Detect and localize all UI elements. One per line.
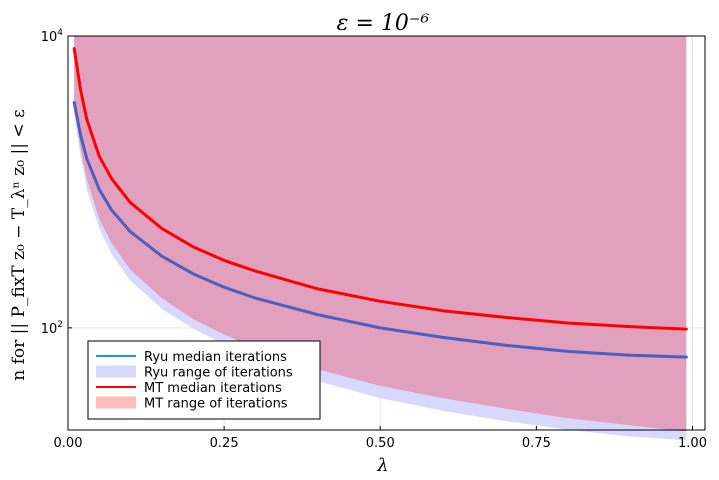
y-tick-label: 104 <box>41 28 64 45</box>
legend-label: MT range of iterations <box>144 397 288 412</box>
y-tick-label: 102 <box>41 320 63 337</box>
x-tick-label: 0.75 <box>522 436 551 451</box>
x-tick-label: 0.00 <box>54 436 83 451</box>
x-tick-label: 0.25 <box>210 436 239 451</box>
x-tick-label: 0.50 <box>366 436 395 451</box>
mt-range-of-iterations-band <box>74 36 687 432</box>
plot-frame <box>67 35 706 431</box>
ryu-median-iterations-line <box>72 101 688 359</box>
y-ticks: 102 104 <box>41 28 72 337</box>
chart-title: ε = 10⁻⁶ <box>337 11 430 36</box>
legend-label: Ryu range of iterations <box>144 366 293 381</box>
y-axis-label: n for || P_fixT z₀ − T_λⁿ z₀ || < ε <box>9 109 29 381</box>
mt-median-iterations-line <box>72 47 688 331</box>
median-lines <box>72 47 688 359</box>
x-axis-label: λ <box>376 455 388 476</box>
legend-label: MT median iterations <box>144 381 282 396</box>
x-ticks: 0.00 0.25 0.50 0.75 1.00 <box>54 426 707 451</box>
legend-label: Ryu median iterations <box>144 350 287 365</box>
x-tick-label: 1.00 <box>678 436 707 451</box>
range-bands <box>74 36 687 441</box>
legend-swatch-box <box>96 396 136 409</box>
legend-swatch-box <box>96 365 136 378</box>
